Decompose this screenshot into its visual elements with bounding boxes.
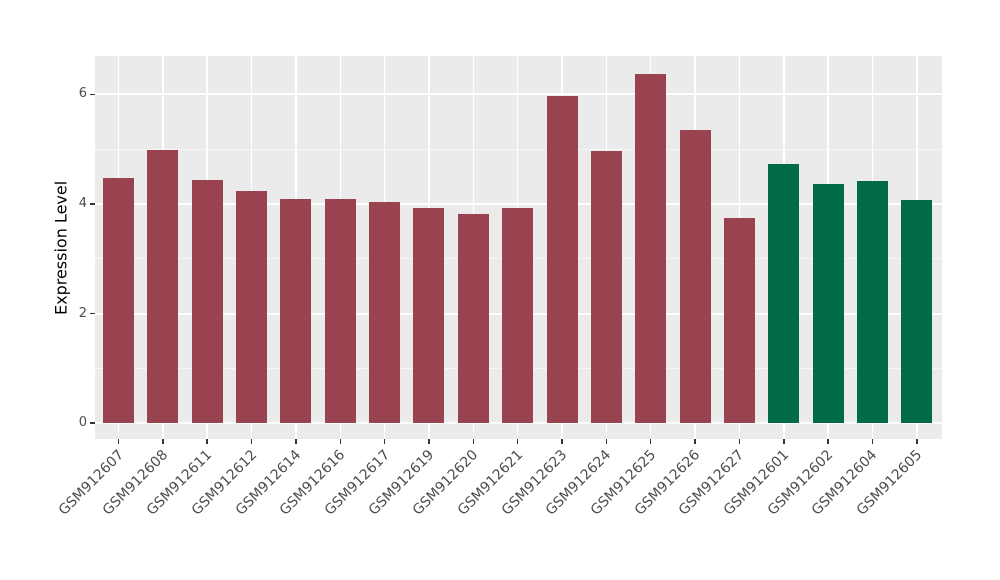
x-tick-mark [916,439,918,444]
x-tick-mark [738,439,741,444]
bar-GSM912604 [856,180,888,424]
x-tick-mark [295,439,297,444]
gridline-minor [95,148,942,150]
x-tick-mark [339,439,341,444]
x-tick-mark [783,439,785,444]
bar-GSM912617 [369,202,401,424]
y-tick-label: 4 [78,195,87,211]
bar-GSM912601 [768,163,800,424]
bar-GSM912621 [502,208,534,424]
y-tick-mark [90,312,95,315]
bar-GSM912627 [723,218,755,424]
x-tick-mark [472,439,475,444]
x-tick-mark [250,439,253,444]
x-tick-mark [827,439,829,444]
y-axis-title: Expression Level [51,180,71,315]
x-tick-mark [649,439,652,444]
bar-GSM912607 [103,178,134,424]
x-tick-mark [605,439,608,444]
gridline-major [95,422,942,425]
y-tick-mark [90,93,95,96]
bar-GSM912619 [413,208,445,424]
bar-GSM912623 [546,95,578,424]
x-tick-mark [206,439,208,444]
x-tick-mark [383,439,386,444]
y-tick-label: 6 [78,86,87,102]
bar-GSM912614 [280,199,312,424]
plot-panel [95,56,942,439]
bar-GSM912624 [590,151,622,424]
y-tick-mark [90,203,95,205]
x-tick-mark [428,439,430,444]
y-tick-mark [90,422,95,424]
x-tick-mark [117,439,120,444]
gridline-major [95,93,942,96]
bar-GSM912608 [147,150,179,424]
y-tick-label: 0 [78,415,87,431]
x-tick-mark [694,439,696,444]
x-tick-mark [871,439,874,444]
bar-GSM912611 [191,180,223,424]
bar-GSM912602 [812,184,844,424]
bar-GSM912626 [679,129,711,424]
bar-GSM912620 [457,214,489,424]
bar-GSM912612 [236,191,268,424]
x-tick-mark [162,439,164,444]
gridline-major [95,202,942,205]
x-tick-mark [561,439,563,444]
bar-GSM912605 [901,200,933,424]
y-tick-label: 2 [78,305,87,321]
x-tick-mark [516,439,519,444]
bar-GSM912625 [635,74,667,424]
bar-GSM912616 [324,199,356,424]
